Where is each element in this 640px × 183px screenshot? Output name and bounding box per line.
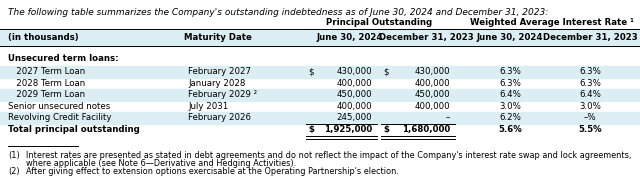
Text: June 30, 2024: June 30, 2024 — [477, 33, 543, 42]
Text: $: $ — [383, 67, 388, 76]
Text: January 2028: January 2028 — [188, 79, 245, 88]
Text: 450,000: 450,000 — [414, 90, 450, 99]
Text: 5.5%: 5.5% — [578, 125, 602, 134]
Text: Weighted Average Interest Rate ¹: Weighted Average Interest Rate ¹ — [470, 18, 634, 27]
Text: (1): (1) — [8, 151, 20, 160]
Text: 2027 Term Loan: 2027 Term Loan — [8, 67, 85, 76]
Text: December 31, 2023: December 31, 2023 — [543, 33, 637, 42]
Text: Unsecured term loans:: Unsecured term loans: — [8, 54, 118, 63]
Text: 6.3%: 6.3% — [499, 79, 521, 88]
Text: 6.2%: 6.2% — [499, 113, 521, 122]
Text: 450,000: 450,000 — [337, 90, 372, 99]
Text: Interest rates are presented as stated in debt agreements and do not reflect the: Interest rates are presented as stated i… — [26, 151, 632, 160]
Text: 245,000: 245,000 — [337, 113, 372, 122]
Text: 2028 Term Loan: 2028 Term Loan — [8, 79, 85, 88]
Text: 3.0%: 3.0% — [499, 102, 521, 111]
Text: After giving effect to extension options exercisable at the Operating Partnershi: After giving effect to extension options… — [26, 167, 399, 176]
Text: (in thousands): (in thousands) — [8, 33, 79, 42]
Text: –: – — [445, 113, 450, 122]
Text: 6.3%: 6.3% — [579, 67, 601, 76]
Text: 400,000: 400,000 — [337, 102, 372, 111]
Text: 6.4%: 6.4% — [579, 90, 601, 99]
Text: June 30, 2024: June 30, 2024 — [317, 33, 383, 42]
Text: 430,000: 430,000 — [337, 67, 372, 76]
Text: 1,925,000: 1,925,000 — [324, 125, 372, 134]
Text: 6.3%: 6.3% — [579, 79, 601, 88]
Text: 430,000: 430,000 — [414, 67, 450, 76]
Text: Senior unsecured notes: Senior unsecured notes — [8, 102, 110, 111]
Text: Maturity Date: Maturity Date — [184, 33, 252, 42]
Text: Revolving Credit Facility: Revolving Credit Facility — [8, 113, 111, 122]
Text: $: $ — [383, 125, 389, 134]
Text: 2029 Term Loan: 2029 Term Loan — [8, 90, 85, 99]
Text: 1,680,000: 1,680,000 — [402, 125, 450, 134]
Text: where applicable (see Note 6—Derivative and Hedging Activities).: where applicable (see Note 6—Derivative … — [26, 159, 296, 168]
Text: $: $ — [308, 67, 314, 76]
Text: 400,000: 400,000 — [414, 79, 450, 88]
Text: February 2026: February 2026 — [188, 113, 251, 122]
Text: July 2031: July 2031 — [188, 102, 228, 111]
Text: Total principal outstanding: Total principal outstanding — [8, 125, 140, 134]
Text: The following table summarizes the Company's outstanding indebtedness as of June: The following table summarizes the Compa… — [8, 8, 548, 17]
Text: Principal Outstanding: Principal Outstanding — [326, 18, 432, 27]
Text: February 2029 ²: February 2029 ² — [188, 90, 257, 99]
Text: 6.4%: 6.4% — [499, 90, 521, 99]
Text: –%: –% — [584, 113, 596, 122]
Bar — [0, 112, 640, 124]
Bar — [0, 66, 640, 77]
Text: 400,000: 400,000 — [337, 79, 372, 88]
Text: 400,000: 400,000 — [414, 102, 450, 111]
Text: $: $ — [308, 125, 314, 134]
Text: December 31, 2023: December 31, 2023 — [379, 33, 474, 42]
Text: 5.6%: 5.6% — [498, 125, 522, 134]
Text: 6.3%: 6.3% — [499, 67, 521, 76]
Bar — [0, 89, 640, 100]
Bar — [0, 29, 640, 46]
Text: February 2027: February 2027 — [188, 67, 251, 76]
Text: 3.0%: 3.0% — [579, 102, 601, 111]
Text: (2): (2) — [8, 167, 20, 176]
